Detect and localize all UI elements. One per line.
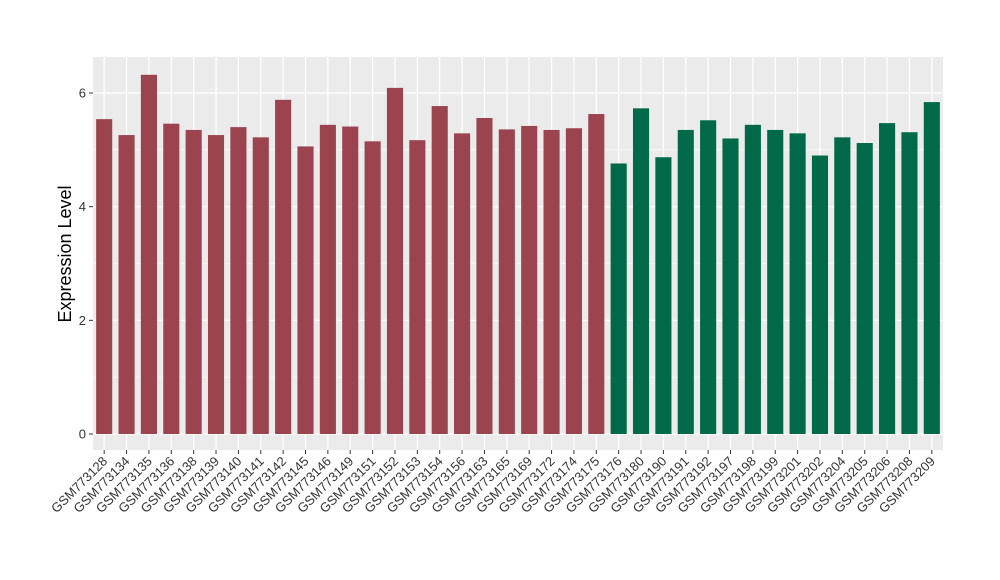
bar-GSM773205: [856, 143, 873, 434]
bar-GSM773180: [632, 108, 650, 434]
y-axis-title: Expression Level: [55, 185, 75, 322]
bar-GSM773136: [163, 123, 180, 434]
bar-GSM773198: [744, 124, 761, 435]
bar-GSM773156: [454, 133, 471, 434]
bar-GSM773201: [789, 133, 806, 434]
bar-GSM773152: [386, 87, 404, 434]
y-tick-label: 0: [79, 427, 86, 442]
bar-GSM773138: [185, 129, 202, 435]
bar-GSM773128: [96, 119, 113, 434]
y-tick-label: 6: [79, 86, 86, 101]
bar-GSM773145: [297, 146, 314, 434]
bar-GSM773141: [252, 137, 269, 434]
bar-GSM773176: [610, 163, 627, 434]
bar-GSM773163: [476, 118, 493, 435]
bar-GSM773169: [521, 125, 538, 435]
bar-GSM773134: [118, 135, 135, 434]
bar-GSM773208: [901, 132, 918, 434]
bar-GSM773153: [409, 140, 426, 434]
bar-GSM773165: [498, 129, 515, 434]
bar-GSM773139: [207, 135, 225, 434]
bar-GSM773209: [923, 102, 940, 435]
bar-GSM773202: [811, 155, 829, 434]
bar-GSM773172: [543, 129, 560, 435]
y-tick-label: 4: [79, 199, 86, 214]
bar-GSM773206: [879, 123, 896, 434]
y-tick-label: 2: [79, 313, 86, 328]
bar-GSM773140: [230, 127, 247, 434]
bar-GSM773191: [677, 129, 694, 435]
bar-GSM773192: [700, 120, 717, 434]
bar-GSM773174: [565, 128, 582, 434]
bar-GSM773146: [319, 124, 336, 435]
bar-GSM773149: [342, 126, 359, 434]
bar-GSM773151: [364, 141, 381, 434]
bar-GSM773199: [767, 129, 784, 435]
bar-GSM773135: [140, 74, 157, 435]
bar-GSM773197: [722, 138, 739, 434]
bar-GSM773175: [588, 114, 605, 435]
bar-GSM773142: [275, 99, 292, 434]
bar-GSM773204: [834, 137, 851, 434]
bar-GSM773154: [431, 106, 448, 435]
bar-GSM773190: [655, 157, 672, 434]
